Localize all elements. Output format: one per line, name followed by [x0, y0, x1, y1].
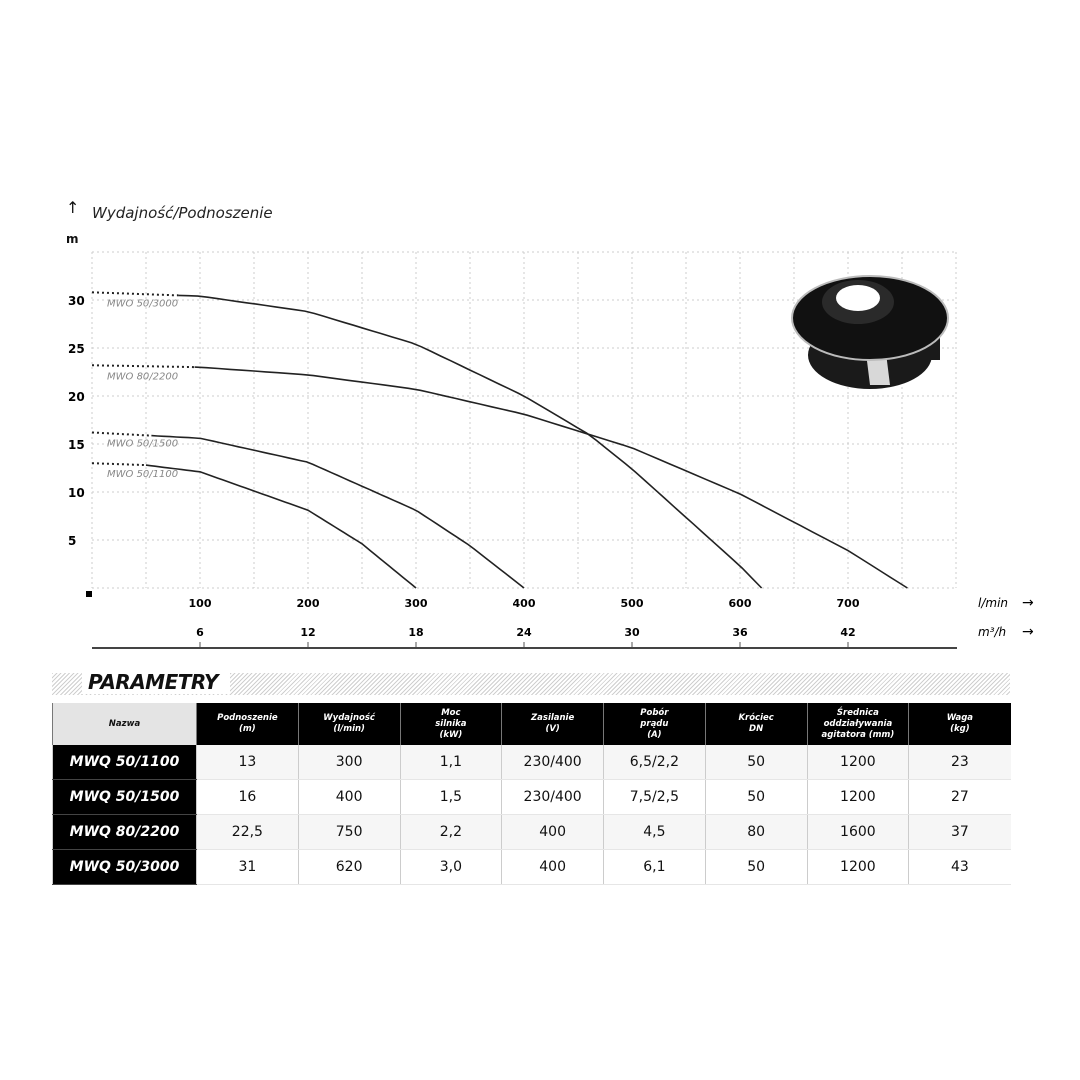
- x2-tick-label: 42: [840, 626, 855, 639]
- y-tick-label: 25: [68, 342, 85, 356]
- table-cell: 1600: [806, 814, 909, 850]
- curve-label: MWO 80/2200: [107, 371, 178, 382]
- table-header-row: Nazwa Podnoszenie (m) Wydajność (l/min) …: [52, 703, 1011, 745]
- x-axis-unit: l/min: [978, 596, 1008, 610]
- table-cell: 300: [297, 745, 400, 780]
- curve-mwo-50-3000: [178, 294, 763, 589]
- table-cell: 230/400: [501, 779, 604, 815]
- origin-marker: [86, 591, 92, 597]
- header-waga: Waga (kg): [908, 703, 1011, 745]
- table-cell: 50: [704, 779, 807, 815]
- table-cell: 620: [297, 849, 400, 885]
- x2-tick-label: 24: [516, 626, 532, 639]
- table-cell: 1,1: [399, 745, 502, 780]
- table-cell: 22,5: [196, 814, 299, 850]
- x-tick-label: 400: [513, 597, 536, 610]
- model-name-cell: MWQ 50/1500: [52, 779, 197, 815]
- x-tick-label: 600: [729, 597, 752, 610]
- table-cell: 50: [704, 849, 807, 885]
- x2-tick-label: 12: [300, 626, 315, 639]
- pump-curve-chart: 5 10 15 20 25 30 100 200 300 400 500 600 700 6 12 18 24 3…: [68, 251, 1034, 649]
- curve-mwo-80-2200: [194, 366, 908, 589]
- table-cell: 37: [908, 814, 1011, 850]
- table-cell: 750: [297, 814, 400, 850]
- x2-axis-unit: m³/h: [978, 625, 1006, 639]
- curve-dotted-segment: [92, 431, 152, 437]
- table-cell: 1200: [806, 745, 909, 780]
- table-cell: 1200: [806, 849, 909, 885]
- y-tick-label: 10: [68, 486, 85, 500]
- x-tick-label: 300: [405, 597, 428, 610]
- chart-title: Wydajność/Podnoszenie: [92, 204, 273, 222]
- parameters-table: Nazwa Podnoszenie (m) Wydajność (l/min) …: [52, 703, 1011, 885]
- header-zasilanie: Zasilanie (V): [501, 703, 604, 745]
- table-cell: 6,5/2,2: [603, 745, 706, 780]
- table-row: MWQ 50/1500 16 400 1,5 230/400 7,5/2,5 50 1200 2…: [52, 779, 1011, 815]
- table-cell: 3,0: [399, 849, 502, 885]
- model-name-cell: MWQ 50/3000: [52, 849, 197, 885]
- x2-tick-label: 30: [624, 626, 640, 639]
- curve-mwo-50-1500: [151, 434, 525, 589]
- y-tick-label: 20: [68, 390, 85, 404]
- table-cell: 400: [501, 849, 604, 885]
- x-tick-label: 100: [189, 597, 212, 610]
- table-cell: 27: [908, 779, 1011, 815]
- table-cell: 50: [704, 745, 807, 780]
- header-nazwa: Nazwa: [52, 703, 197, 745]
- curve-mwo-50-1100: [145, 464, 417, 589]
- section-title: PARAMETRY: [82, 670, 230, 694]
- curve-label: MWO 50/1500: [107, 438, 178, 449]
- x-tick-label: 700: [837, 597, 860, 610]
- table-cell: 16: [196, 779, 299, 815]
- table-row: MWQ 50/1100 13 300 1,1 230/400 6,5/2,2 50 1200 2…: [52, 745, 1011, 780]
- table-cell: 23: [908, 745, 1011, 780]
- arrow-right-icon: →: [1022, 624, 1034, 640]
- table-cell: 2,2: [399, 814, 502, 850]
- y-axis-arrow-icon: ↑: [66, 198, 80, 217]
- table-cell: 31: [196, 849, 299, 885]
- header-krociec: Króciec DN: [704, 703, 807, 745]
- table-row: MWQ 50/3000 31 620 3,0 400 6,1 50 1200 43: [52, 849, 1011, 885]
- y-tick-label: 5: [68, 534, 76, 548]
- header-wydajnosc: Wydajność (l/min): [297, 703, 400, 745]
- table-cell: 80: [704, 814, 807, 850]
- curve-dotted-segment: [91, 291, 179, 297]
- table-cell: 4,5: [603, 814, 706, 850]
- table-row: MWQ 80/2200 22,5 750 2,2 400 4,5 80 1600 37: [52, 814, 1011, 850]
- parametry-section-header: PARAMETRY: [52, 670, 1010, 695]
- table-cell: 400: [501, 814, 604, 850]
- y-tick-label: 15: [68, 438, 85, 452]
- table-cell: 230/400: [501, 745, 604, 780]
- x2-tick-label: 36: [732, 626, 748, 639]
- x2-tick-label: 6: [196, 626, 204, 639]
- model-name-cell: MWQ 80/2200: [52, 814, 197, 850]
- header-pobor: Pobór prądu (A): [603, 703, 706, 745]
- table-cell: 1,5: [399, 779, 502, 815]
- curve-label: MWO 50/1100: [107, 469, 178, 480]
- header-podnoszenie: Podnoszenie (m): [196, 703, 299, 745]
- model-name-cell: MWQ 50/1100: [52, 745, 197, 780]
- x-tick-label: 200: [297, 597, 320, 610]
- x2-tick-label: 18: [408, 626, 423, 639]
- table-cell: 43: [908, 849, 1011, 885]
- header-moc: Moc silnika (kW): [399, 703, 502, 745]
- x-tick-label: 500: [621, 597, 644, 610]
- y-tick-label: 30: [68, 294, 85, 308]
- curve-label: MWO 50/3000: [107, 298, 178, 309]
- curve-dotted-segment: [92, 364, 195, 369]
- table-cell: 1200: [806, 779, 909, 815]
- impeller-image: [791, 275, 949, 389]
- table-cell: 13: [196, 745, 299, 780]
- y-axis-unit: m: [66, 232, 79, 246]
- table-cell: 7,5/2,5: [603, 779, 706, 815]
- table-cell: 400: [297, 779, 400, 815]
- header-srednica: Średnica oddziaływania agitatora (mm): [806, 703, 909, 745]
- curve-dotted-segment: [92, 462, 146, 467]
- arrow-right-icon: →: [1022, 595, 1034, 611]
- table-cell: 6,1: [603, 849, 706, 885]
